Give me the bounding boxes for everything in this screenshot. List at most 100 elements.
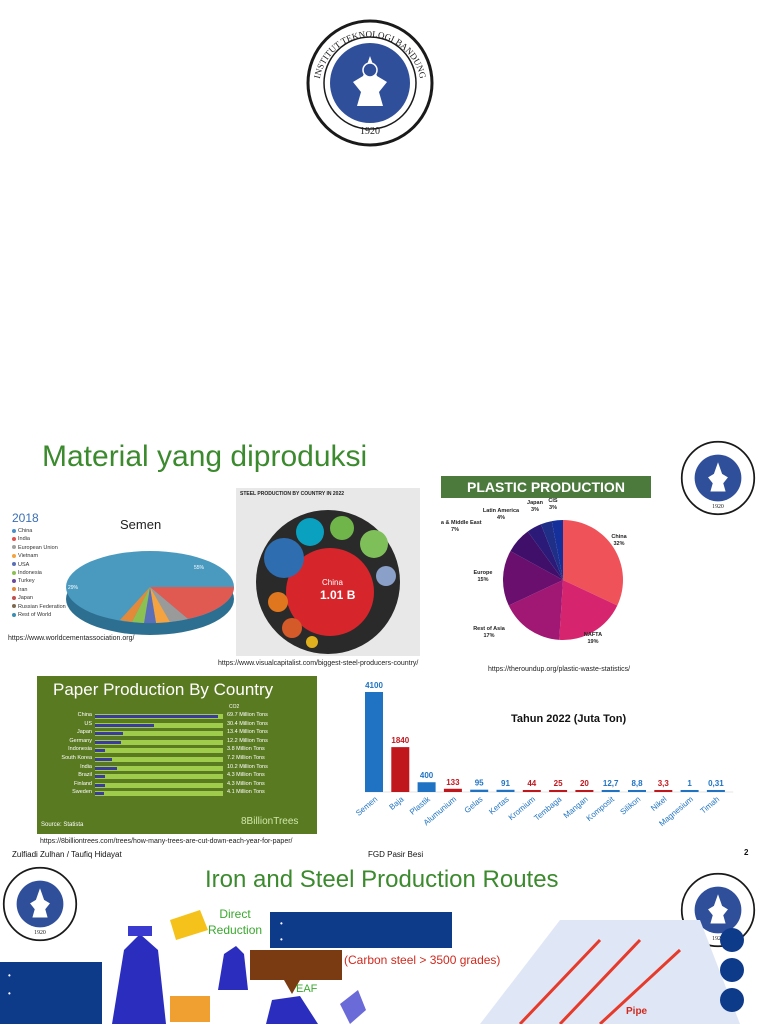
bar-alumunium [443,788,462,792]
paper-row: India 10.2 Million Tons [80,763,268,771]
paper-source-label: Source: Statista [41,822,84,828]
paper-row: China 69.7 Million Tons [77,712,268,719]
paper-row: Sweden 4.1 Million Tons [72,789,265,797]
paper-row: Indonesia 3.8 Million Tons [68,746,265,754]
pie-label: NAFTA 19% [584,632,602,645]
bar-value-label: 1 [687,779,692,788]
paper-row: South Korea 7.2 Million Tons [61,754,265,762]
bar-baja [391,747,410,792]
bar-value-label: 12,7 [603,779,619,788]
paper-column-label: CO2 [229,704,240,710]
bar-category-label: Kertas [487,795,510,817]
bar-value-label: 95 [475,779,484,788]
bar-komposit [601,790,620,792]
steel-panel: STEEL PRODUCTION BY COUNTRY IN 2022 Chin… [236,488,420,656]
cement-legend-item: Vietnam [12,552,66,560]
bar-value-label: 8,8 [631,779,643,788]
bar-semen [365,692,383,792]
plastic-header: PLASTIC PRODUCTION [441,476,651,498]
cement-legend-item: Turkey [12,577,66,585]
plastic-source: https://theroundup.org/plastic-waste-sta… [488,666,631,673]
cement-legend-item: China [12,527,66,535]
bar-kertas [496,789,515,792]
cement-legend-item: Japan [12,594,66,602]
bar-value-label: 0,31 [708,779,724,788]
cement-title: Semen [120,517,162,532]
paper-source: https://8billiontrees.com/trees/how-many… [40,838,293,845]
cement-pie-3d: 55% 29% [66,551,234,635]
paper-header: Paper Production By Country [53,680,274,699]
bar-category-label: Gelas [463,795,485,815]
pie-label: CIS 3% [548,498,558,511]
pie-label: Japan 3% [527,500,544,513]
paper-row: US 30.4 Million Tons [84,720,268,728]
bar-value-label: 3,3 [658,779,670,788]
pie-slice-europe [503,551,563,606]
footer-author: Zulfiadi Zulhan / Taufiq Hidayat [12,850,122,859]
cement-legend-item: European Union [12,544,66,552]
bar-magnesium [680,790,699,792]
svg-text:•: • [8,971,11,980]
paper-row: Brazil 4.3 Million Tons [78,772,265,780]
bar-value-label: 4100 [365,681,383,690]
paper-table: China 69.7 Million Tons US 30.4 Million Ton… [37,712,317,798]
cement-legend-item: USA [12,561,66,569]
slide-title: Material yang diproduksi [42,440,368,473]
svg-text:1920: 1920 [712,504,724,510]
bar-value-label: 20 [580,779,589,788]
pie-slice-nafta [559,580,618,640]
svg-text:55%: 55% [194,565,205,571]
bar-category-label: Tembaga [532,794,563,822]
pie-label: Europe 15% [474,570,493,583]
paper-panel: Paper Production By Country CO2 China 69.… [37,676,317,834]
pipe-label: Pipe [626,1006,648,1017]
bar-category-label: Baja [388,794,406,812]
pie-slice-china [563,520,623,606]
slide3-title: Iron and Steel Production Routes [205,866,559,893]
production-bar-chart: Tahun 2022 (Juta Ton) 4100 Semen 1840 Baja 4… [355,681,734,828]
bar-value-label: 1840 [391,736,409,745]
bar-value-label: 400 [420,771,434,780]
cement-legend-item: Russian Federation [12,603,66,611]
itb-logo-small: 1920 [680,440,756,516]
pie-slice-cis [551,520,563,580]
bar-mangan [575,790,594,792]
paper-row: Germany 12.2 Million Tons [69,737,268,745]
pie-label: Latin America 4% [483,508,520,521]
svg-text:1920: 1920 [712,936,724,942]
svg-text:•: • [280,919,283,928]
bar-value-label: 91 [501,779,510,788]
cement-source: https://www.worldcementassociation.org/ [8,635,135,642]
pie-slice-japan [540,521,563,580]
steel-center-value: 1.01 B [320,588,356,602]
bar-timah [706,790,725,792]
svg-text:•: • [8,989,11,998]
pie-slice-rest-of-asia [508,580,563,640]
eaf-label: EAF [296,983,318,995]
svg-text:29%: 29% [68,585,79,591]
bar-value-label: 133 [446,778,460,787]
cement-legend-item: India [12,535,66,543]
production-routes-diagram: • • • • [0,910,744,1024]
bar-category-label: Timah [699,795,722,816]
pie-slice-latin-america [527,524,563,580]
pie-label: China 32% [611,534,627,547]
page-number: 2 [744,848,749,857]
bar-category-label: Silikon [618,795,642,817]
bar-plastik [417,782,436,792]
bar-chart-title: Tahun 2022 (Juta Ton) [511,713,626,725]
cement-legend-item: Rest of World [12,611,66,619]
cement-legend-item: Indonesia [12,569,66,577]
pie-label: Rest of Asia 17% [473,626,506,639]
plastic-pie-chart: China 32% NAFTA 19% Rest of Asia 17% Europe 15%… [441,498,628,645]
itb-logo: 1920 INSTITUT TEKNOLOGI BANDUNG [306,19,434,147]
steel-source: https://www.visualcapitalist.com/biggest… [218,660,419,667]
bar-gelas [470,789,489,792]
paper-row: Japan 13.4 Million Tons [77,729,268,737]
bar-category-label: Kromium [507,794,538,822]
carbon-note: (Carbon steel > 3500 grades) [344,953,501,967]
pie-slice-africa-middle-east [510,531,563,580]
cement-legend-item: Iran [12,586,66,594]
bar-category-label: Komposit [585,794,617,823]
